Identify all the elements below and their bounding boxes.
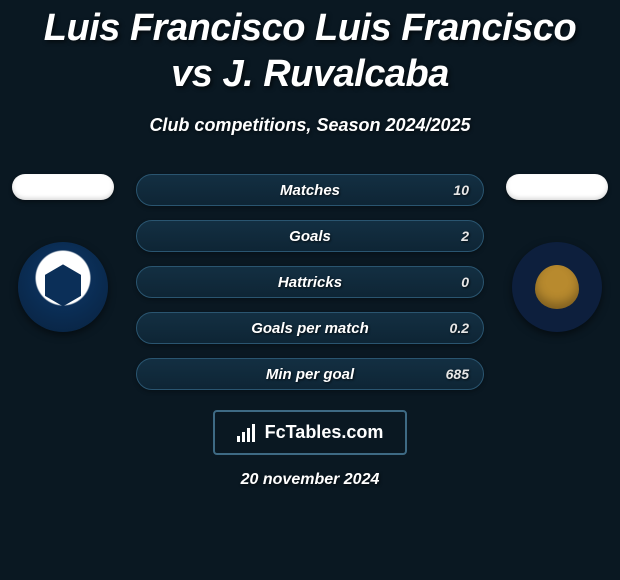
site-name: FcTables.com	[265, 422, 384, 443]
stat-label: Hattricks	[278, 274, 342, 291]
stat-right-value: 0	[461, 274, 469, 290]
page-subtitle: Club competitions, Season 2024/2025	[149, 115, 470, 136]
stat-label: Min per goal	[266, 366, 354, 383]
stats-area: Matches 10 Goals 2 Hattricks 0 Goals per…	[0, 174, 620, 390]
stat-row-goals-per-match: Goals per match 0.2	[136, 312, 484, 344]
left-club-badge	[18, 242, 108, 332]
stat-label: Matches	[280, 182, 340, 199]
page-title: Luis Francisco Luis Francisco vs J. Ruva…	[0, 6, 620, 97]
stats-col: Matches 10 Goals 2 Hattricks 0 Goals per…	[118, 174, 502, 390]
stat-row-matches: Matches 10	[136, 174, 484, 206]
left-country-pill	[12, 174, 114, 200]
stat-right-value: 685	[446, 366, 469, 382]
stat-right-value: 2	[461, 228, 469, 244]
stat-label: Goals	[289, 228, 331, 245]
bar-chart-icon	[237, 424, 257, 442]
footer-date: 20 november 2024	[241, 471, 380, 489]
right-club-badge	[512, 242, 602, 332]
comparison-card: Luis Francisco Luis Francisco vs J. Ruva…	[0, 0, 620, 489]
right-country-pill	[506, 174, 608, 200]
right-player-col	[502, 174, 612, 332]
stat-row-hattricks: Hattricks 0	[136, 266, 484, 298]
stat-row-goals: Goals 2	[136, 220, 484, 252]
stat-row-min-per-goal: Min per goal 685	[136, 358, 484, 390]
stat-label: Goals per match	[251, 320, 369, 337]
left-player-col	[8, 174, 118, 332]
stat-right-value: 10	[453, 182, 469, 198]
site-link[interactable]: FcTables.com	[213, 410, 408, 455]
stat-right-value: 0.2	[450, 320, 469, 336]
